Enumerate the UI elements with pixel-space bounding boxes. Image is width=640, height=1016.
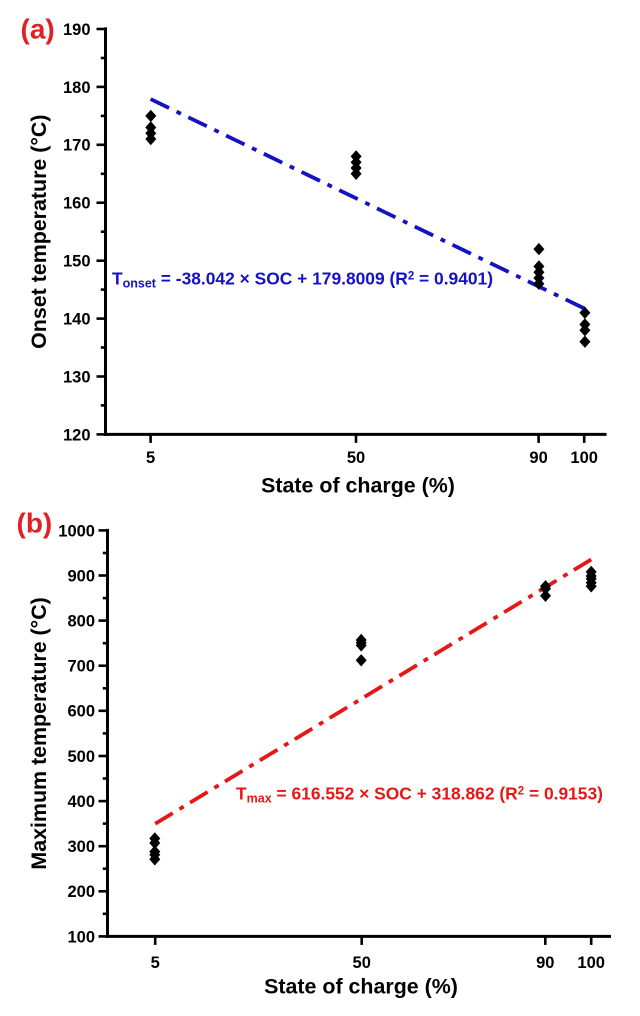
svg-text:5: 5 [146,449,155,467]
svg-text:170: 170 [63,137,91,155]
svg-text:90: 90 [529,449,547,467]
svg-text:100: 100 [577,954,605,972]
svg-text:130: 130 [63,368,91,386]
svg-text:90: 90 [536,954,554,972]
svg-text:700: 700 [67,658,95,676]
svg-text:State of charge (%): State of charge (%) [261,474,455,498]
svg-text:800: 800 [67,613,95,631]
svg-text:400: 400 [67,793,95,811]
svg-text:900: 900 [67,567,95,585]
svg-text:200: 200 [67,883,95,901]
svg-text:(b): (b) [17,508,53,539]
svg-text:300: 300 [67,838,95,856]
svg-text:100: 100 [570,449,598,467]
svg-text:140: 140 [63,311,91,329]
svg-text:150: 150 [63,253,91,271]
svg-text:160: 160 [63,195,91,213]
svg-text:Maximum temperature (°C): Maximum temperature (°C) [27,597,51,869]
svg-text:50: 50 [347,449,365,467]
svg-text:1000: 1000 [58,522,95,540]
svg-text:Tonset = -38.042 × SOC + 179.8: Tonset = -38.042 × SOC + 179.8009 (R2 = … [112,269,493,291]
svg-text:100: 100 [67,928,95,946]
svg-text:State of charge (%): State of charge (%) [264,975,458,999]
svg-text:5: 5 [151,954,160,972]
svg-text:600: 600 [67,703,95,721]
svg-text:180: 180 [63,79,91,97]
svg-text:(a): (a) [21,14,55,45]
svg-text:190: 190 [63,21,91,39]
svg-text:Onset temperature (°C): Onset temperature (°C) [27,115,51,349]
svg-text:120: 120 [63,426,91,444]
svg-text:500: 500 [67,748,95,766]
svg-text:Tmax = 616.552 × SOC + 318.862: Tmax = 616.552 × SOC + 318.862 (R2 = 0.9… [236,783,603,805]
svg-text:50: 50 [353,954,371,972]
